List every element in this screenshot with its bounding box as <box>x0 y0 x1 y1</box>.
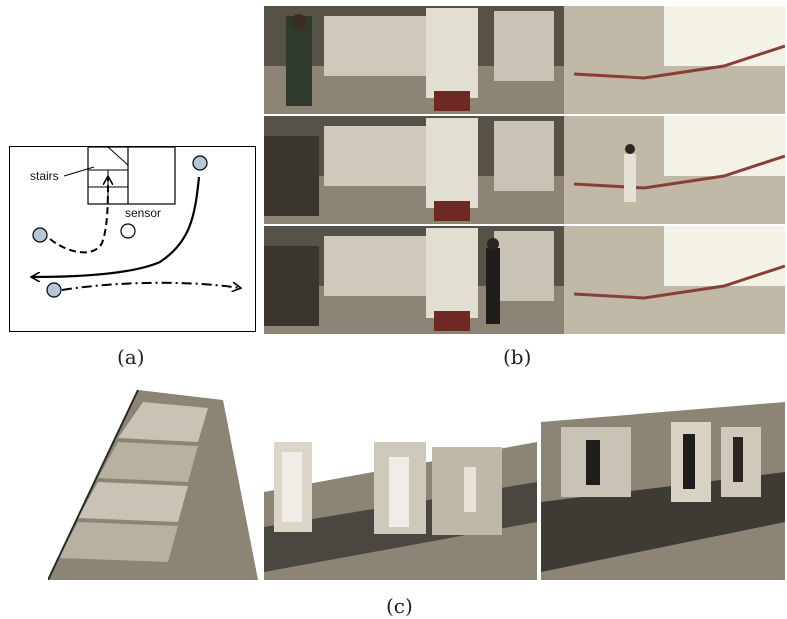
person-marker-1 <box>32 227 48 243</box>
panorama-strip-2 <box>264 116 785 224</box>
visualization-3d-3 <box>541 382 785 580</box>
panorama-photo-2 <box>264 116 785 224</box>
person-marker-3 <box>46 282 62 298</box>
visualization-3d-photo-1 <box>48 389 258 580</box>
panorama-strip-3 <box>264 226 785 334</box>
floor-plan-svg: stairs sensor <box>10 147 257 298</box>
trajectory-dashdot <box>61 281 240 290</box>
stairs-block <box>87 147 176 205</box>
floor-plan-diagram: stairs sensor <box>9 146 256 332</box>
caption-b: (b) <box>503 345 532 369</box>
panorama-strip-1 <box>264 6 785 114</box>
panorama-photo-1 <box>264 6 785 114</box>
caption-c: (c) <box>386 594 413 618</box>
person-figure <box>624 154 636 202</box>
label-sensor: sensor <box>125 206 161 220</box>
sensor-icon <box>120 223 136 239</box>
caption-a: (a) <box>117 345 145 369</box>
trajectory-dashed <box>49 177 108 254</box>
person-marker-2 <box>192 155 208 171</box>
visualization-3d-2 <box>264 382 537 580</box>
person-figure <box>286 16 312 106</box>
visualization-3d-photo-3 <box>541 402 785 580</box>
trajectory-solid <box>32 176 201 277</box>
label-stairs: stairs <box>30 169 59 183</box>
visualization-3d-photo-2 <box>264 442 537 580</box>
visualization-3d-1 <box>48 382 261 580</box>
panorama-photo-3 <box>264 226 785 334</box>
person-figure <box>486 248 500 324</box>
